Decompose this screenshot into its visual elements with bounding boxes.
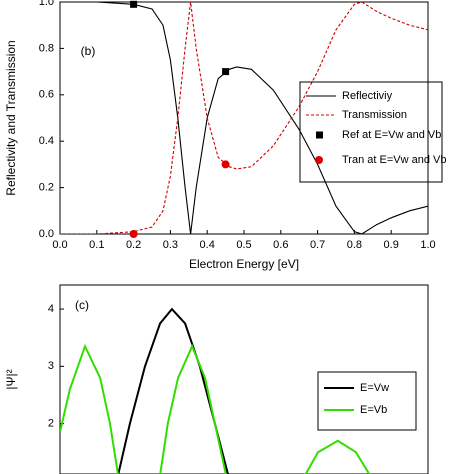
legend-marker	[315, 156, 323, 164]
marker	[221, 160, 230, 169]
plot-area	[60, 307, 371, 474]
plot-area	[60, 2, 428, 234]
legend-label: Transmission	[342, 109, 407, 121]
legend-label: Ref at E=Vw and Vb	[342, 129, 441, 141]
y-tick-label: 0.0	[39, 228, 54, 240]
x-axis-label: Electron Energy [eV]	[189, 257, 299, 271]
y-tick-label: 0.2	[39, 182, 54, 194]
series-line	[60, 2, 428, 234]
y-tick-label: 0.8	[39, 42, 54, 54]
x-tick-label: 0.7	[310, 239, 325, 251]
x-tick-label: 0.0	[52, 239, 67, 251]
x-tick-label: 0.3	[163, 239, 178, 251]
annotation: (b)	[81, 44, 96, 58]
annotation: (c)	[75, 298, 89, 312]
y-axis-label: Reflectivity and Transmission	[4, 40, 18, 195]
x-tick-label: 0.8	[347, 239, 362, 251]
x-tick-label: 0.2	[126, 239, 141, 251]
x-tick-label: 0.6	[273, 239, 288, 251]
legend-label: E=Vb	[360, 404, 387, 416]
y-tick-label: 4	[48, 303, 54, 315]
y-axis-label: |Ψ|²	[4, 369, 18, 389]
marker	[130, 0, 138, 8]
plot-frame	[59, 284, 429, 474]
x-tick-label: 0.1	[89, 239, 104, 251]
legend-label: Tran at E=Vw and Vb	[342, 154, 446, 166]
y-tick-label: 0.6	[39, 89, 54, 101]
legend-label: E=Vw	[360, 382, 389, 394]
y-tick-label: 0.4	[39, 135, 54, 147]
legend-marker	[316, 131, 323, 139]
x-tick-label: 1.0	[420, 239, 435, 251]
x-tick-label: 0.9	[384, 239, 399, 251]
series-line	[60, 343, 371, 474]
x-tick-label: 0.5	[236, 239, 251, 251]
series-line	[117, 307, 229, 474]
legend-box	[317, 371, 417, 431]
marker	[222, 68, 230, 76]
series-line	[60, 2, 428, 234]
x-tick-label: 0.4	[200, 239, 215, 251]
legend-box	[299, 81, 443, 183]
legend-label: Reflectiviy	[342, 90, 393, 102]
y-tick-label: 1.0	[39, 0, 54, 8]
y-tick-label: 3	[48, 360, 54, 372]
marker	[129, 230, 138, 238]
y-tick-label: 2	[48, 418, 54, 430]
